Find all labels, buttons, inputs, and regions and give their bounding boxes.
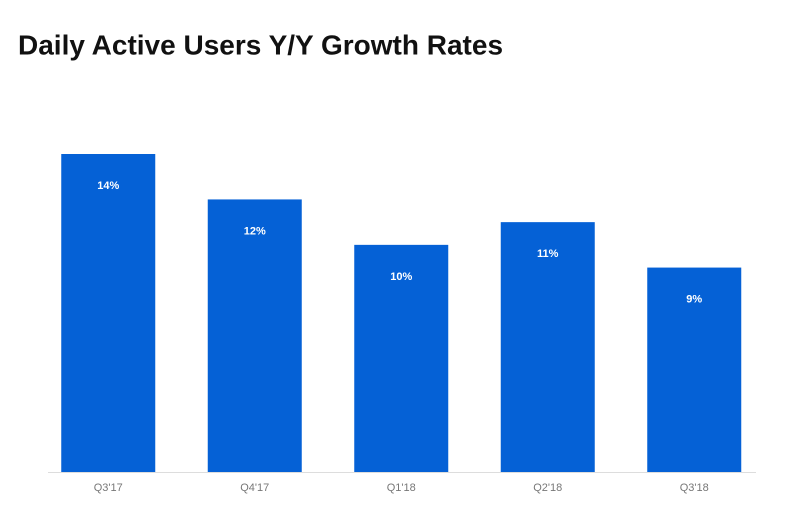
bar <box>61 154 156 472</box>
x-tick-label: Q4'17 <box>240 482 269 494</box>
value-label: 9% <box>686 293 702 305</box>
x-tick-label: Q1'18 <box>387 482 416 494</box>
bar <box>207 199 302 472</box>
bar <box>500 222 595 472</box>
chart-title: Daily Active Users Y/Y Growth Rates <box>18 29 503 60</box>
x-tick-label: Q3'18 <box>680 482 709 494</box>
value-label: 12% <box>244 225 266 237</box>
bar <box>647 267 742 472</box>
x-tick-label: Q2'18 <box>533 482 562 494</box>
bar <box>354 244 449 472</box>
value-label: 10% <box>390 271 412 283</box>
value-label: 14% <box>97 180 119 192</box>
x-tick-label: Q3'17 <box>94 482 123 494</box>
value-label: 11% <box>537 248 559 260</box>
